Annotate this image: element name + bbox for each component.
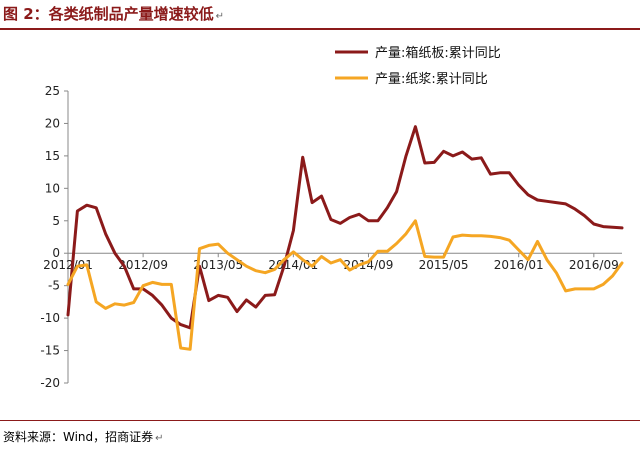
x-tick-label: 2013/05 [193, 258, 243, 272]
chart-title-text: 图 2：各类纸制品产量增速较低 [3, 5, 214, 23]
line-chart: -20 -15 -10 -5 0 5 10 15 20 25 2012/01 2012/09 2013/… [40, 45, 624, 390]
source-text: 资料来源：Wind，招商证券 [3, 430, 154, 444]
x-tick-label: 2012/09 [118, 258, 168, 272]
series-line-1 [66, 125, 624, 330]
y-tick-label: 10 [45, 181, 60, 195]
x-tick-label: 2012/01 [43, 258, 93, 272]
x-tick-label: 2016/09 [569, 258, 619, 272]
source-divider [0, 420, 640, 421]
paragraph-mark-icon: ↵ [215, 11, 225, 22]
y-tick-label: 15 [45, 149, 60, 163]
chart-axes: -20 -15 -10 -5 0 5 10 15 20 25 2012/01 2012/09 2013/… [40, 84, 622, 390]
y-tick-label: -15 [40, 344, 60, 358]
y-tick-label: -20 [40, 376, 60, 390]
title-divider [0, 28, 640, 30]
x-tick-label: 2015/05 [419, 258, 469, 272]
y-tick-label: 20 [45, 116, 60, 130]
chart-title: 图 2：各类纸制品产量增速较低 ↵ [3, 2, 224, 26]
chart-series [66, 125, 624, 351]
series-line-2 [66, 219, 624, 351]
legend-label-1: 产量:箱纸板:累计同比 [375, 45, 501, 61]
x-tick-label: 2014/09 [344, 258, 394, 272]
legend-label-2: 产量:纸浆:累计同比 [375, 72, 488, 87]
x-tick-label: 2016/01 [494, 258, 544, 272]
source-note: 资料来源：Wind，招商证券 ↵ [3, 428, 164, 445]
y-tick-label: 5 [52, 214, 60, 228]
y-tick-label: 0 [52, 246, 60, 260]
y-tick-label: -5 [48, 279, 60, 293]
paragraph-mark-icon: ↵ [155, 433, 164, 444]
y-tick-label: 25 [45, 84, 60, 98]
y-tick-label: -10 [40, 311, 60, 325]
